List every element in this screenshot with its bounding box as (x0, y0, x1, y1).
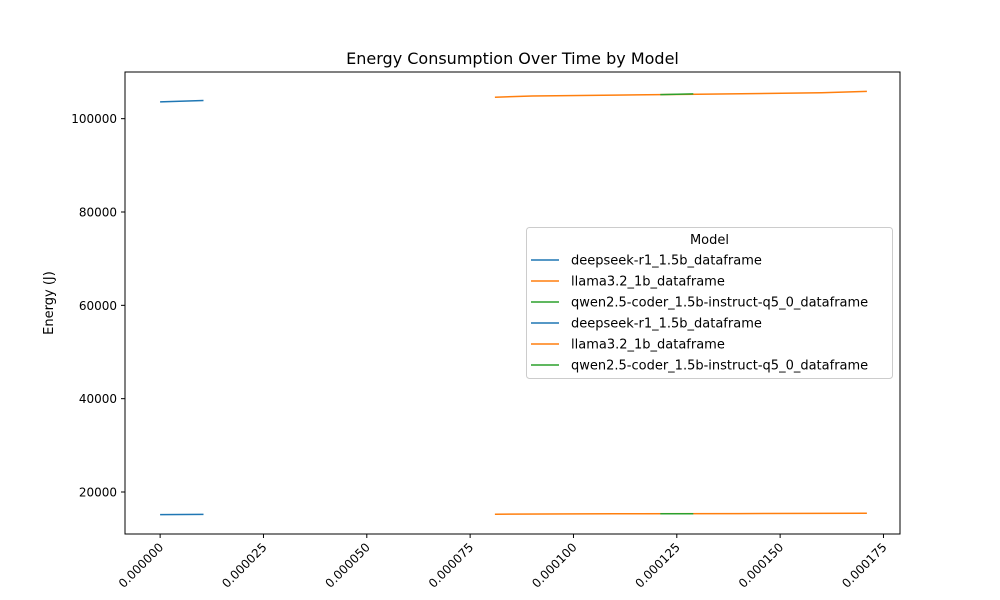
x-tick-label: 0.000050 (323, 540, 373, 590)
x-tick-label: 0.000125 (633, 540, 683, 590)
legend-label: qwen2.5-coder_1.5b-instruct-q5_0_datafra… (571, 296, 868, 311)
y-tick-label: 100000 (71, 112, 117, 126)
y-tick-label: 60000 (79, 299, 117, 313)
legend-label: qwen2.5-coder_1.5b-instruct-q5_0_datafra… (571, 359, 868, 374)
legend-label: llama3.2_1b_dataframe (571, 338, 725, 353)
y-tick-label: 40000 (79, 392, 117, 406)
series-line-2 (494, 90, 867, 98)
legend-label: deepseek-r1_1.5b_dataframe (571, 317, 762, 332)
x-tick-label: 0.000100 (529, 540, 579, 590)
x-tick-label: 0.000150 (736, 540, 786, 590)
x-tick-label: 0.000075 (426, 540, 476, 590)
y-axis-label: Energy (J) (42, 271, 57, 335)
chart-title: Energy Consumption Over Time by Model (346, 49, 679, 68)
legend-frame (526, 227, 893, 379)
x-tick-label: 0.000000 (116, 540, 166, 590)
y-tick-label: 20000 (79, 486, 117, 500)
x-axis: 0.000000 0.000025 0.000050 0.000075 0.000100… (116, 534, 890, 591)
plot-lines (160, 90, 867, 516)
x-tick-label: 0.000175 (839, 540, 889, 590)
x-tick-label: 0.000025 (219, 540, 269, 590)
legend-label: deepseek-r1_1.5b_dataframe (571, 254, 762, 269)
series-line-1 (160, 99, 204, 103)
legend-title: Model (690, 233, 729, 248)
legend-label: llama3.2_1b_dataframe (571, 275, 725, 290)
y-axis: 20000 40000 60000 80000 100000 (71, 112, 125, 500)
plot-area (124, 71, 901, 535)
series-line-3 (660, 93, 694, 96)
legend: Model deepseek-r1_1.5b_dataframe llama3.2… (526, 227, 893, 379)
y-tick-label: 80000 (79, 206, 117, 220)
legend-entries: deepseek-r1_1.5b_dataframe llama3.2_1b_da… (531, 254, 868, 374)
